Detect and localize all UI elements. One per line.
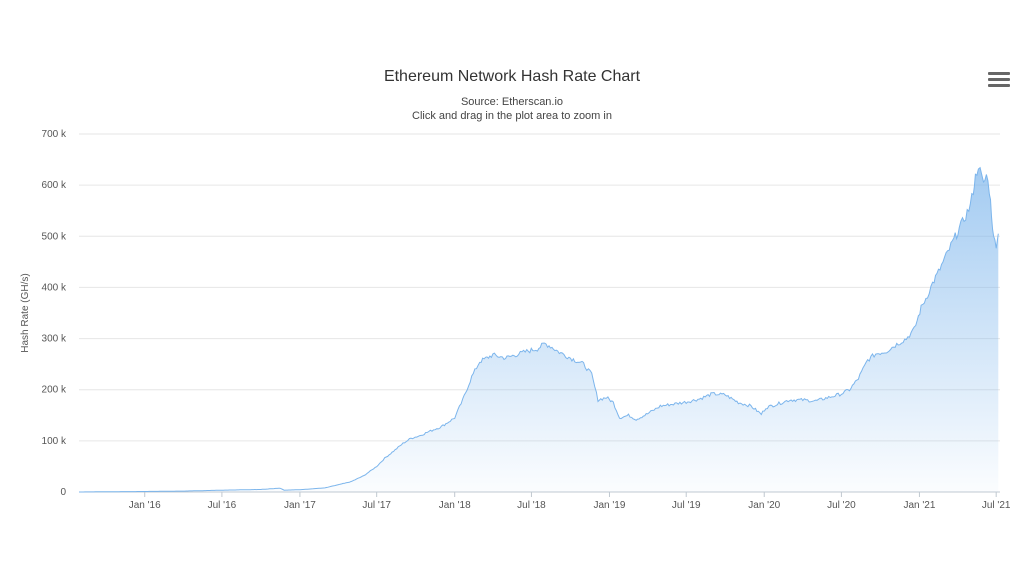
x-tick-label: Jul '18 xyxy=(517,500,546,511)
x-tick-label: Jan '16 xyxy=(129,500,161,511)
y-tick-label: 100 k xyxy=(42,436,67,447)
x-tick-label: Jul '19 xyxy=(672,500,701,511)
x-tick-label: Jan '18 xyxy=(439,500,471,511)
x-tick-label: Jul '21 xyxy=(982,500,1011,511)
x-tick-label: Jul '17 xyxy=(362,500,391,511)
x-tick-label: Jul '20 xyxy=(827,500,856,511)
menu-bar-line xyxy=(988,84,1010,87)
y-tick-label: 300 k xyxy=(42,334,67,345)
y-axis-label: Hash Rate (GH/s) xyxy=(20,273,31,352)
x-tick-label: Jan '21 xyxy=(903,500,935,511)
y-tick-label: 600 k xyxy=(42,180,67,191)
y-tick-label: 400 k xyxy=(42,282,67,293)
x-tick-label: Jan '19 xyxy=(593,500,625,511)
y-tick-label: 700 k xyxy=(42,129,67,140)
x-tick-label: Jan '20 xyxy=(748,500,780,511)
menu-bar-line xyxy=(988,72,1010,75)
y-tick-label: 500 k xyxy=(42,231,67,242)
hash-rate-area xyxy=(79,167,999,492)
y-tick-label: 0 xyxy=(60,487,66,498)
hamburger-menu-icon[interactable] xyxy=(988,72,1010,90)
hash-rate-line xyxy=(79,166,999,493)
y-axis-ticks: 0 100 k 200 k 300 k 400 k 500 k 600 k 700 k xyxy=(42,129,67,498)
x-axis-ticks: Jan '16 Jul '16 Jan '17 Jul '17 Jan '18 Jul '… xyxy=(129,492,1011,511)
y-tick-label: 200 k xyxy=(42,385,67,396)
chart-title: Ethereum Network Hash Rate Chart xyxy=(383,68,641,85)
series-group xyxy=(79,166,999,493)
x-tick-label: Jul '16 xyxy=(208,500,237,511)
chart-subtitle-source: Source: Etherscan.io xyxy=(460,96,564,108)
chart-subtitle-hint: Click and drag in the plot area to zoom … xyxy=(412,110,612,122)
menu-bar-line xyxy=(988,78,1010,81)
x-tick-label: Jan '17 xyxy=(284,500,316,511)
